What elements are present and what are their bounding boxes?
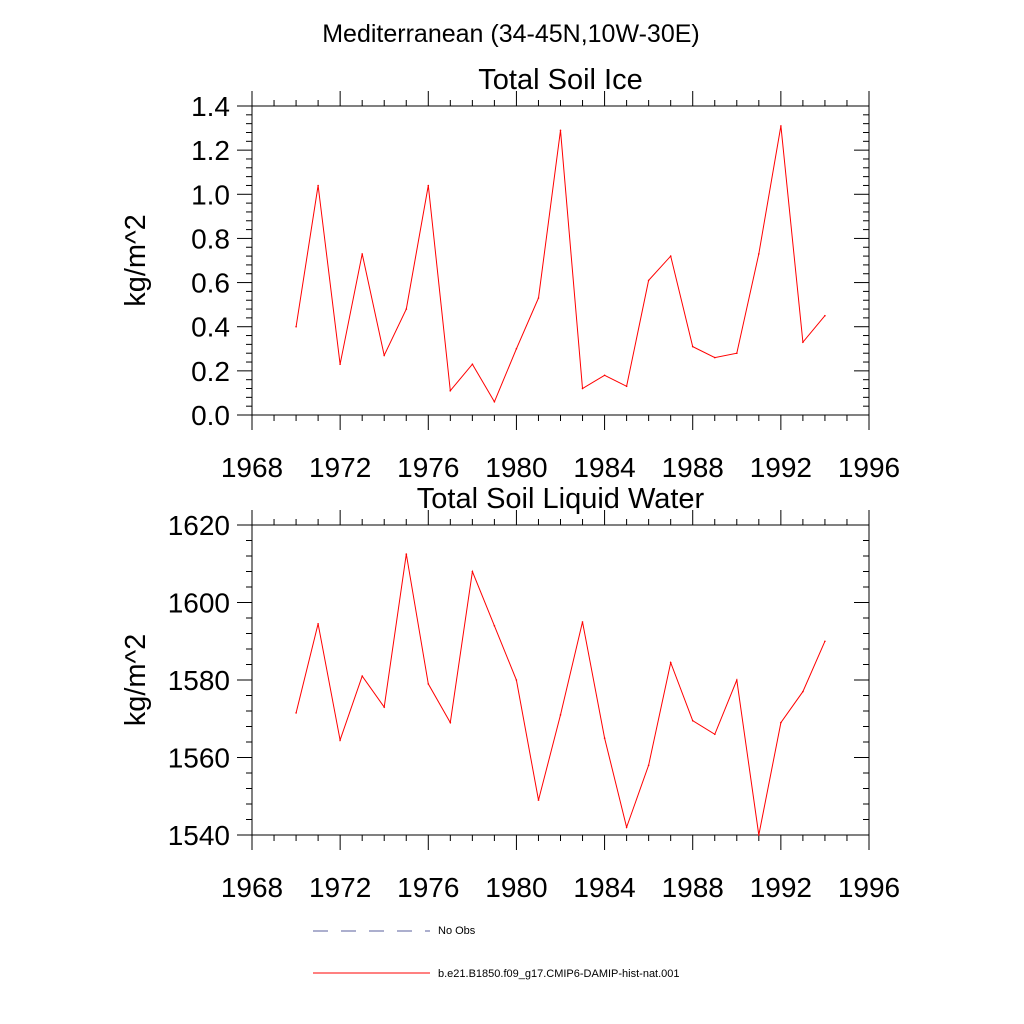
y-tick-label-1600: 1600	[168, 588, 230, 619]
x-tick-label-1988: 1988	[662, 872, 724, 903]
x-tick-label-1996: 1996	[838, 872, 900, 903]
data-point-1970	[295, 325, 297, 328]
x-tick-label-1984: 1984	[573, 872, 635, 903]
data-point-1983	[581, 387, 584, 390]
data-point-1970	[295, 712, 297, 714]
data-point-1972	[339, 363, 341, 366]
data-point-1973	[361, 675, 364, 677]
data-point-1974	[383, 354, 386, 357]
data-point-1994	[824, 314, 826, 317]
y-tick-label-1580: 1580	[168, 665, 230, 696]
data-point-1991	[758, 834, 760, 836]
data-point-1978	[471, 570, 474, 573]
y-tick-label-1-4: 1.4	[191, 91, 230, 122]
data-point-1993	[802, 690, 804, 693]
y-tick-label-1-2: 1.2	[191, 135, 230, 166]
data-point-1984	[603, 737, 606, 739]
chart-title: Total Soil Liquid Water	[417, 483, 705, 515]
x-tick-label-1976: 1976	[397, 452, 459, 483]
y-tick-label-0-0: 0.0	[191, 400, 230, 431]
series-line-0	[295, 125, 826, 403]
x-tick-label-1976: 1976	[397, 872, 459, 903]
x-tick-label-1996: 1996	[838, 452, 900, 483]
legend-label-model-run: b.e21.B1850.f09_g17.CMIP6-DAMIP-hist-nat…	[438, 968, 680, 980]
data-point-1980	[515, 679, 518, 681]
data-point-1989	[714, 356, 716, 359]
legend: No Obs b.e21.B1850.f09_g17.CMIP6-DAMIP-h…	[313, 925, 680, 980]
y-tick-label-0-2: 0.2	[191, 356, 230, 387]
x-tick-label-1992: 1992	[750, 872, 812, 903]
data-point-1971	[317, 623, 319, 625]
data-point-1984	[603, 374, 606, 377]
x-tick-label-1972: 1972	[309, 452, 371, 483]
data-point-1976	[427, 683, 430, 685]
y-axis-label: kg/m^2	[120, 634, 152, 727]
y-tick-label-1540: 1540	[168, 820, 230, 851]
data-point-1979	[493, 625, 496, 627]
data-point-1972	[339, 739, 341, 741]
series-line-0	[295, 554, 826, 836]
data-point-1991	[758, 253, 760, 255]
y-tick-label-0-6: 0.6	[191, 268, 230, 299]
y-tick-label-1620: 1620	[168, 510, 230, 541]
x-tick-label-1968: 1968	[221, 452, 283, 483]
data-point-1989	[714, 733, 716, 736]
data-point-1992	[780, 125, 782, 127]
data-point-1986	[647, 279, 650, 282]
x-tick-label-1988: 1988	[662, 452, 724, 483]
chart-total-soil-liquid-water: Total Soil Liquid Water kg/m^2 1968 1972 197…	[120, 483, 900, 903]
x-tick-label-1980: 1980	[485, 452, 547, 483]
data-point-1990	[736, 679, 738, 681]
y-tick-label-0-4: 0.4	[191, 312, 230, 343]
data-point-1993	[802, 341, 804, 344]
data-point-1977	[449, 721, 452, 724]
figure-title: Mediterranean (34-45N,10W-30E)	[322, 20, 700, 48]
data-point-1975	[405, 553, 408, 555]
x-tick-label-1972: 1972	[309, 872, 371, 903]
x-tick-label-1980: 1980	[485, 872, 547, 903]
data-point-1985	[625, 385, 628, 388]
x-tick-label-1968: 1968	[221, 872, 283, 903]
data-point-1983	[581, 621, 584, 623]
data-point-1980	[515, 348, 518, 350]
data-point-1974	[383, 706, 386, 708]
y-tick-label-0-8: 0.8	[191, 223, 230, 254]
x-tick-label-1984: 1984	[573, 452, 635, 483]
data-point-1975	[405, 308, 408, 310]
data-point-1992	[780, 721, 782, 724]
y-tick-label-1560: 1560	[168, 743, 230, 774]
legend-label-no-obs: No Obs	[438, 925, 476, 937]
data-point-1981	[537, 799, 540, 801]
data-point-1985	[625, 826, 628, 829]
plot-frame	[251, 524, 870, 836]
data-point-1977	[449, 389, 452, 392]
chart-total-soil-ice: Total Soil Ice kg/m^2 1968 1972 1976 1980 1984…	[120, 64, 900, 483]
chart-title: Total Soil Ice	[478, 64, 642, 96]
data-point-1982	[559, 129, 562, 132]
data-point-1994	[824, 640, 826, 643]
y-tick-label-1-0: 1.0	[191, 179, 230, 210]
data-point-1988	[691, 719, 694, 722]
data-point-1986	[647, 764, 650, 767]
data-point-1982	[559, 714, 562, 716]
data-point-1978	[471, 363, 474, 366]
data-point-1987	[669, 661, 672, 664]
data-point-1973	[361, 253, 364, 255]
data-point-1976	[427, 184, 430, 187]
data-point-1971	[317, 184, 319, 187]
data-point-1979	[493, 401, 496, 403]
y-axis-label: kg/m^2	[120, 214, 152, 307]
data-point-1987	[669, 255, 672, 257]
data-point-1990	[736, 352, 738, 355]
x-tick-label-1992: 1992	[750, 452, 812, 483]
data-point-1981	[537, 297, 540, 299]
data-point-1988	[691, 345, 694, 348]
